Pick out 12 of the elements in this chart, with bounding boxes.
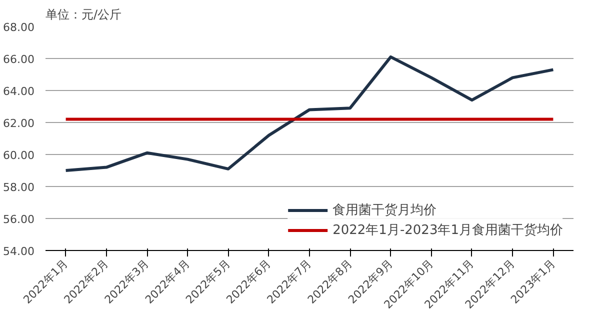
- y-tick-label: 58.00: [3, 181, 35, 194]
- y-tick-label: 56.00: [3, 213, 35, 226]
- y-tick-label: 68.00: [3, 21, 35, 34]
- y-tick-label: 66.00: [3, 53, 35, 66]
- legend-label: 2022年1月-2023年1月食用菌干货均价: [332, 222, 563, 239]
- y-tick-label: 62.00: [3, 117, 35, 130]
- legend-label: 食用菌干货月均价: [332, 202, 437, 219]
- y-tick-label: 64.00: [3, 85, 35, 98]
- y-tick-label: 54.00: [3, 245, 35, 258]
- chart-title: 单位：元/公斤: [46, 8, 122, 22]
- y-tick-label: 60.00: [3, 149, 35, 162]
- line-series: [64, 55, 555, 172]
